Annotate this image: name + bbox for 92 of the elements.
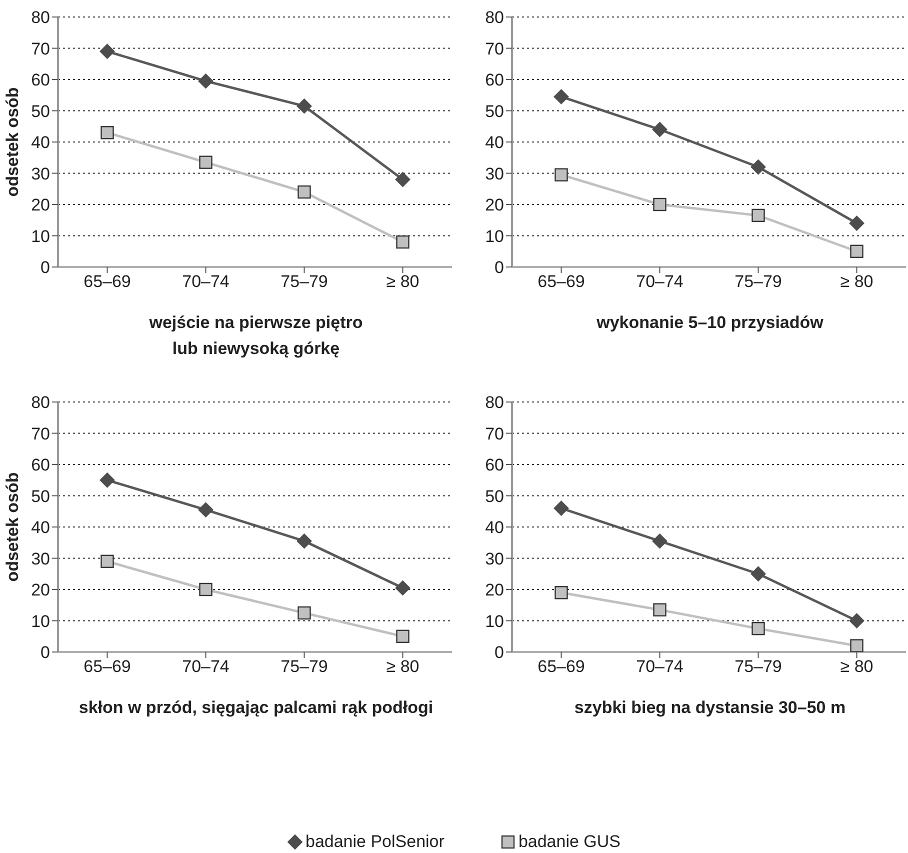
x-tick-label: 65–69: [84, 657, 131, 676]
y-tick-label: 0: [494, 258, 504, 278]
y-tick-label: 80: [485, 393, 504, 412]
y-tick-label: 70: [31, 39, 50, 58]
point: [849, 613, 864, 628]
y-tick-label: 60: [485, 456, 504, 475]
y-tick-label: 70: [31, 424, 50, 444]
x-tick-label: ≥ 80: [386, 657, 420, 676]
y-tick-label: 40: [485, 518, 504, 538]
point: [396, 630, 410, 643]
y-tick-label: 30: [485, 164, 504, 184]
y-tick-label: 0: [40, 643, 50, 662]
point: [752, 208, 765, 222]
x-tick-label: 70–74: [636, 272, 684, 292]
y-tick-label: 40: [485, 133, 504, 152]
point: [849, 216, 864, 231]
point: [750, 160, 766, 174]
y-tick-label: 10: [31, 612, 50, 631]
point: [652, 122, 668, 137]
legend-label: badanie GUS: [518, 832, 621, 852]
point: [100, 554, 114, 568]
y-tick-label: 80: [31, 393, 50, 412]
point: [100, 126, 114, 140]
x-tick-label: ≥ 80: [386, 272, 420, 292]
y-tick-label: 0: [40, 258, 50, 278]
y-tick-label: 30: [31, 164, 50, 184]
y-tick-label: 10: [31, 226, 50, 246]
y-tick-label: 80: [485, 8, 504, 28]
y-tick-label: 10: [485, 226, 504, 246]
x-axis-title: wejście na pierwsze piętro lub niewysoką górkę: [148, 312, 364, 360]
y-tick-label: 30: [31, 549, 50, 568]
point: [396, 235, 410, 249]
x-tick-label: 75–79: [280, 657, 328, 676]
y-tick-label: 0: [494, 643, 504, 662]
point: [296, 534, 312, 549]
point: [199, 582, 212, 596]
y-tick-label: 20: [485, 196, 504, 215]
point: [652, 534, 668, 549]
y-tick-label: 50: [31, 102, 50, 121]
y-tick-label: 20: [31, 580, 50, 600]
x-axis-title: wykonanie 5–10 przysiadów: [596, 312, 824, 334]
y-axis-title: odsetek osób: [3, 87, 22, 197]
y-tick-label: 80: [31, 8, 50, 28]
x-tick-label: 70–74: [182, 272, 230, 292]
y-tick-label: 20: [31, 196, 50, 215]
point: [752, 622, 765, 636]
y-tick-label: 70: [485, 39, 504, 58]
y-tick-label: 40: [31, 133, 50, 152]
x-tick-label: 65–69: [84, 272, 131, 292]
x-tick-label: 70–74: [636, 657, 684, 676]
legend-label: badanie PolSenior: [305, 832, 444, 852]
point: [395, 580, 410, 596]
y-tick-label: 20: [485, 580, 504, 600]
point: [850, 244, 864, 258]
x-axis-title: skłon w przód, sięgając palcami rąk podłogi: [78, 697, 434, 719]
x-tick-label: ≥ 80: [840, 272, 874, 292]
point: [554, 500, 569, 516]
x-tick-label: 65–69: [538, 272, 585, 292]
point: [750, 566, 766, 582]
point: [653, 198, 666, 212]
point: [554, 89, 569, 104]
x-axis-title: szybki bieg na dystansie 30–50 m: [574, 697, 846, 719]
x-tick-label: 65–69: [538, 657, 585, 676]
point: [850, 639, 864, 652]
point: [100, 44, 115, 59]
y-tick-label: 50: [31, 486, 50, 506]
y-tick-label: 50: [485, 102, 504, 121]
x-tick-label: 75–79: [280, 272, 328, 292]
point: [554, 586, 568, 600]
point: [554, 168, 568, 182]
x-tick-label: 75–79: [734, 272, 782, 292]
point: [100, 472, 115, 488]
y-tick-label: 60: [31, 456, 50, 475]
y-tick-label: 60: [31, 70, 50, 90]
point: [298, 606, 311, 620]
point: [298, 185, 311, 199]
point: [653, 603, 666, 616]
x-tick-label: 70–74: [182, 657, 230, 676]
point: [198, 74, 214, 89]
y-axis-title: odsetek osób: [3, 472, 22, 582]
y-tick-label: 70: [485, 424, 504, 444]
point: [395, 172, 410, 187]
y-tick-label: 40: [31, 518, 50, 538]
y-tick-label: 10: [485, 612, 504, 631]
point: [296, 98, 312, 114]
y-tick-label: 50: [485, 486, 504, 506]
y-tick-label: 60: [485, 70, 504, 90]
x-tick-label: ≥ 80: [840, 657, 874, 676]
point: [198, 502, 214, 518]
x-tick-label: 75–79: [734, 657, 782, 676]
y-tick-label: 30: [485, 549, 504, 568]
point: [199, 156, 212, 169]
